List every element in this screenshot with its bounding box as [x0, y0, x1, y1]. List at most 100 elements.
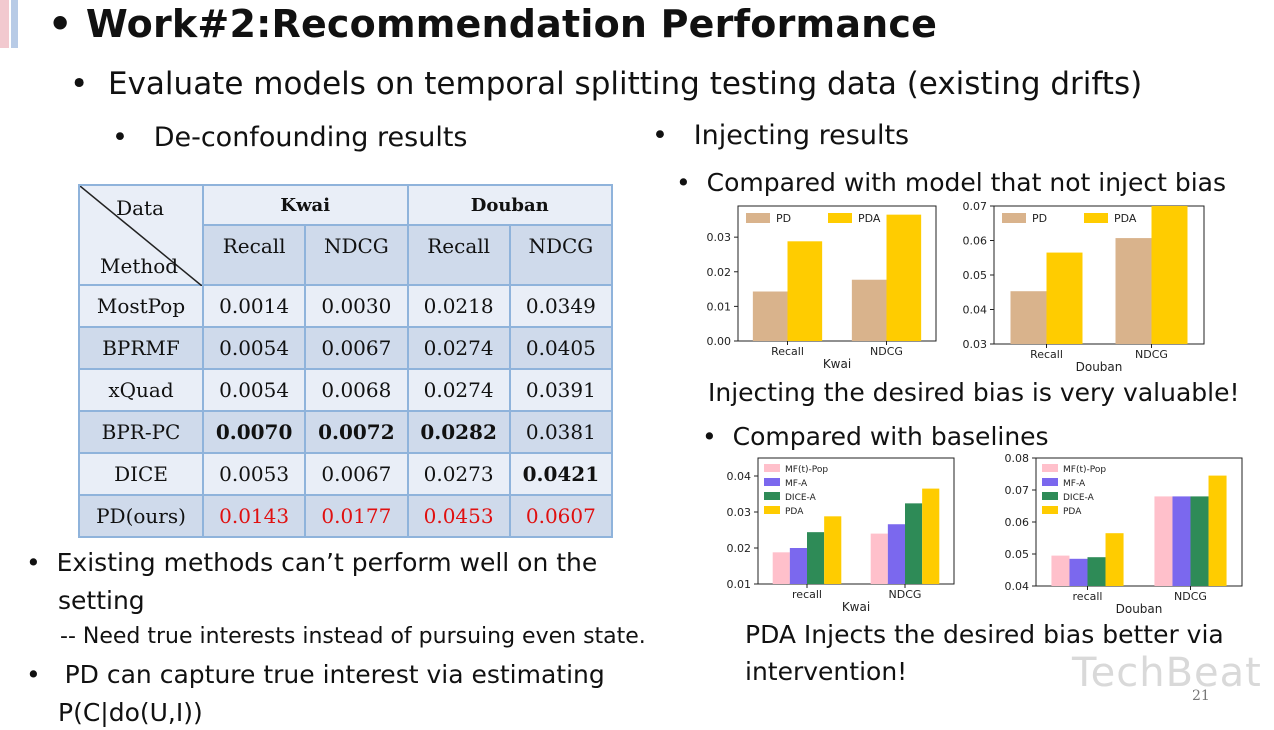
value-cell: 0.0273 — [406, 452, 511, 496]
x-tick-label: Recall — [771, 345, 804, 358]
bar — [752, 291, 788, 341]
legend-label: PDA — [1114, 212, 1137, 225]
x-tick-label: NDCG — [889, 588, 922, 601]
value-cell: 0.0067 — [304, 452, 409, 496]
legend-label: MF(t)-Pop — [1063, 465, 1106, 475]
watermark-logo: TechBeat — [1072, 650, 1262, 696]
legend-label: PD — [1032, 212, 1047, 225]
table-row: BPR-PC 0.0070 0.0072 0.0282 0.0381 — [78, 410, 614, 454]
method-cell: BPRMF — [78, 326, 204, 370]
bar — [1051, 555, 1070, 586]
x-tick-label: recall — [792, 588, 822, 601]
y-tick-label: 0.03 — [963, 338, 988, 351]
value-cell: 0.0143 — [201, 494, 307, 538]
legend-swatch — [1002, 213, 1026, 223]
value-cell: 0.0218 — [406, 284, 511, 328]
slide-title: • Work#2:Recommendation Performance — [48, 2, 938, 46]
bar — [1190, 496, 1209, 586]
metric-header: Recall — [406, 224, 511, 286]
value-cell: 0.0014 — [201, 284, 307, 328]
table-row: xQuad 0.0054 0.0068 0.0274 0.0391 — [78, 368, 614, 412]
metric-header: Recall — [201, 224, 307, 286]
value-cell: 0.0421 — [508, 452, 614, 496]
table-row: BPRMF 0.0054 0.0067 0.0274 0.0405 — [78, 326, 614, 370]
value-cell: 0.0391 — [508, 368, 614, 412]
note-valuable: Injecting the desired bias is very valua… — [708, 378, 1240, 407]
bar — [1105, 533, 1124, 586]
legend-label: PDA — [1063, 507, 1082, 517]
metric-header: NDCG — [304, 224, 409, 286]
note-pda-line2: intervention! — [745, 657, 908, 686]
group-header-douban: Douban — [406, 184, 613, 226]
y-tick-label: 0.05 — [963, 269, 988, 282]
y-tick-label: 0.03 — [727, 506, 752, 519]
method-cell: PD(ours) — [78, 494, 204, 538]
x-tick-label: Recall — [1030, 348, 1063, 361]
x-tick-label: recall — [1073, 590, 1103, 603]
bullet-deconfounding: • De-confounding results — [112, 122, 468, 153]
bar — [824, 516, 842, 584]
chart-baselines-kwai: 0.01 0.02 0.03 0.04 recall NDCG Kwai MF(t)-Pop M… — [727, 457, 955, 614]
y-tick-label: 0.00 — [707, 335, 732, 348]
method-cell: DICE — [78, 452, 204, 496]
legend-label: PDA — [785, 507, 804, 517]
results-table: Data Method Kwai Douban Recall NDCG Reca… — [78, 184, 614, 538]
legend-label: DICE-A — [785, 493, 817, 503]
legend-label: DICE-A — [1063, 493, 1095, 503]
bullet-existing-line1: • Existing methods can’t perform well on… — [26, 548, 598, 577]
legend-swatch — [746, 213, 770, 223]
group-header-kwai: Kwai — [202, 184, 409, 226]
bar — [1069, 558, 1088, 586]
value-cell: 0.0381 — [508, 410, 614, 454]
bar — [870, 533, 888, 584]
bullet-injecting: • Injecting results — [652, 120, 910, 151]
legend-swatch — [1042, 506, 1058, 514]
method-cell: xQuad — [78, 368, 204, 412]
value-cell: 0.0274 — [406, 368, 511, 412]
value-cell: 0.0070 — [201, 410, 307, 454]
y-tick-label: 0.02 — [707, 266, 732, 279]
legend-swatch — [764, 478, 780, 486]
chart-pd-vs-pda-douban: 0.03 0.04 0.05 0.06 0.07 Recall NDCG Douban PD PD… — [963, 200, 1205, 374]
y-tick-label: 0.04 — [1005, 580, 1030, 593]
y-tick-label: 0.04 — [727, 470, 752, 483]
bar — [1151, 206, 1188, 344]
bar — [922, 488, 940, 584]
bullet-evaluate: • Evaluate models on temporal splitting … — [70, 66, 1143, 102]
legend-swatch — [1042, 478, 1058, 486]
bar — [1172, 496, 1191, 586]
bar — [1154, 496, 1173, 586]
legend-swatch — [828, 213, 852, 223]
value-cell: 0.0054 — [201, 326, 307, 370]
y-tick-label: 0.07 — [1005, 484, 1030, 497]
bullet-pd-line1: • PD can capture true interest via estim… — [26, 660, 605, 689]
x-axis-label: Douban — [1076, 360, 1123, 374]
bar — [772, 552, 790, 584]
bar — [1115, 238, 1152, 344]
bar — [1208, 475, 1227, 586]
value-cell: 0.0054 — [201, 368, 307, 412]
method-cell: MostPop — [78, 284, 204, 328]
legend-swatch — [764, 464, 780, 472]
corner-data-label: Data — [116, 196, 164, 220]
bullet-pd-line2: P(C|do(U,I)) — [58, 698, 203, 727]
bar — [789, 548, 807, 584]
table-row: PD(ours) 0.0143 0.0177 0.0453 0.0607 — [78, 494, 614, 538]
accent-bar — [0, 0, 18, 48]
value-cell: 0.0405 — [508, 326, 614, 370]
bar — [886, 214, 922, 341]
bar — [1010, 291, 1047, 344]
legend-swatch — [1042, 464, 1058, 472]
y-tick-label: 0.07 — [963, 200, 988, 213]
diagonal-line — [80, 186, 202, 286]
x-axis-label: Kwai — [842, 600, 870, 614]
y-tick-label: 0.01 — [707, 300, 732, 313]
value-cell: 0.0067 — [304, 326, 409, 370]
table-corner-cell: Data Method — [78, 184, 204, 286]
method-cell: BPR-PC — [78, 410, 204, 454]
y-tick-label: 0.08 — [1005, 452, 1030, 465]
y-tick-label: 0.04 — [963, 304, 988, 317]
legend-swatch — [764, 506, 780, 514]
value-cell: 0.0282 — [406, 410, 511, 454]
metric-header: NDCG — [508, 224, 614, 286]
